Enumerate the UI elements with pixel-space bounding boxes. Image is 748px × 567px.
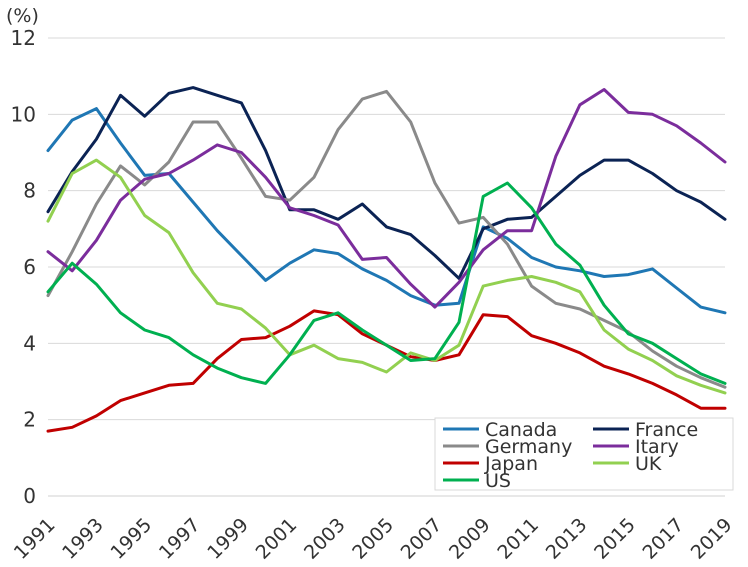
legend-label: Canada: [485, 419, 557, 441]
x-tick-label: 2001: [252, 514, 302, 564]
x-tick-label: 2007: [397, 514, 447, 564]
x-tick-label: 2003: [300, 514, 350, 564]
x-tick-label: 1999: [203, 514, 253, 564]
series-line-us: [46, 181, 727, 385]
x-tick-label: 2017: [638, 514, 688, 564]
x-tick-label: 1997: [155, 514, 205, 564]
legend-label: Japan: [484, 453, 538, 475]
x-tick-label: 2019: [687, 514, 737, 564]
x-axis-ticks: 1991199319951997199920012003200520072009…: [10, 514, 737, 564]
series-line-itary: [46, 88, 727, 309]
series-line-canada: [46, 107, 727, 315]
legend-label: Germany: [485, 436, 572, 458]
series-line-france: [46, 86, 727, 280]
x-tick-label: 1991: [10, 514, 60, 564]
x-tick-label: 2005: [348, 514, 398, 564]
grid-lines: [48, 37, 725, 497]
legend-label: France: [635, 419, 698, 441]
y-axis-unit-label: (%): [6, 5, 39, 27]
x-tick-label: 2013: [542, 514, 592, 564]
series-lines: [46, 86, 727, 433]
x-tick-label: 1993: [58, 514, 108, 564]
y-tick-label: 8: [23, 179, 36, 203]
legend-label: UK: [635, 453, 662, 475]
y-tick-label: 12: [11, 26, 36, 50]
y-axis-ticks: 0 2 4 6 8 10 12: [11, 26, 36, 508]
y-tick-label: 4: [23, 331, 36, 355]
x-tick-label: 2009: [445, 514, 495, 564]
legend: Canada France Germany Itary Japan UK US: [434, 417, 734, 492]
y-tick-label: 6: [23, 255, 36, 279]
series-line-germany: [46, 89, 727, 389]
legend-label: Itary: [635, 436, 679, 458]
y-tick-label: 2: [23, 408, 36, 432]
series-line-uk: [46, 158, 727, 395]
x-tick-label: 2011: [493, 514, 543, 564]
legend-label: US: [485, 470, 511, 492]
x-tick-label: 2015: [590, 514, 640, 564]
legend-box: [434, 417, 734, 491]
y-tick-label: 0: [23, 484, 36, 508]
x-tick-label: 1995: [106, 514, 156, 564]
y-tick-label: 10: [11, 102, 36, 126]
